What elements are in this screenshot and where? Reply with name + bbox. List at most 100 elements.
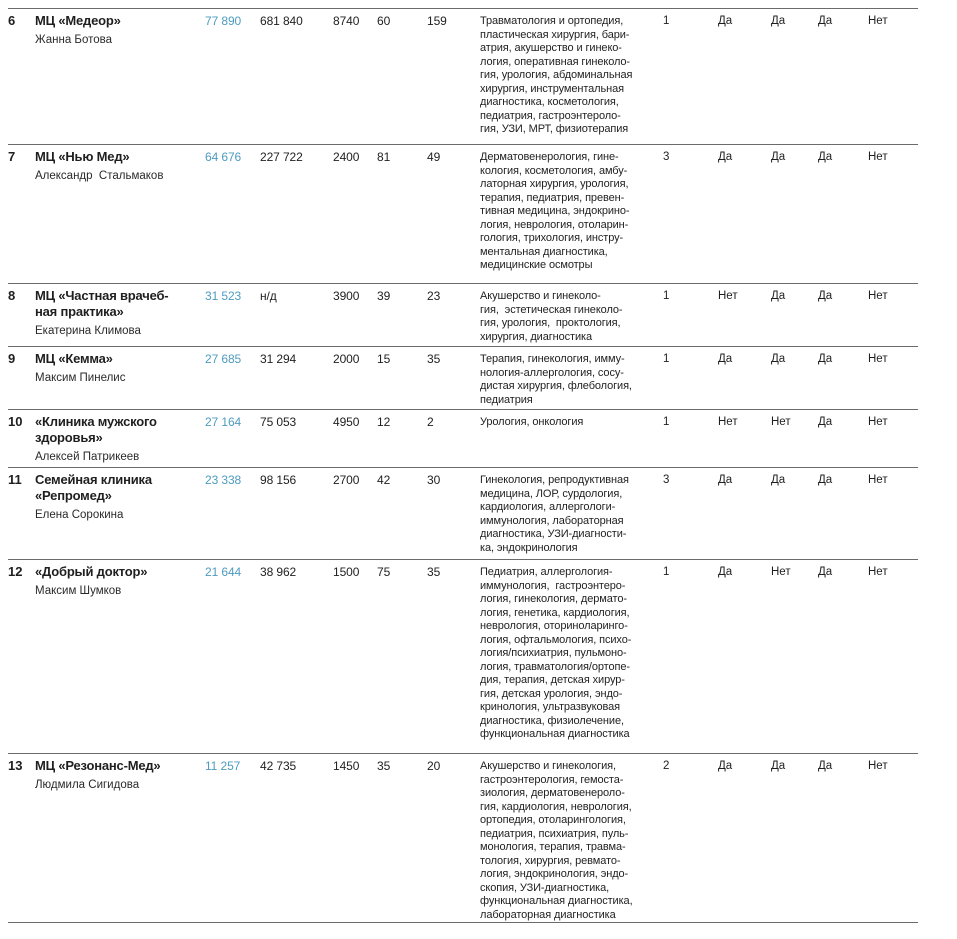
clinic-name: МЦ «Кемма» <box>35 351 113 366</box>
clinic-name: «Добрый доктор» <box>35 564 148 579</box>
metric4-value: 35 <box>377 759 391 773</box>
metric3-value: 2000 <box>333 352 360 366</box>
flag-cell: Да <box>771 151 786 163</box>
table-row: 10 «Клиника мужского здоровья» Алексей П… <box>8 410 918 468</box>
director-name: Людмила Сигидова <box>35 779 140 791</box>
clinic-cell: Семейная клиника «Репромед» Елена Сороки… <box>35 472 205 523</box>
metric4-value: 12 <box>377 415 391 429</box>
rank-cell: 7 <box>8 149 16 164</box>
metric2-value: н/д <box>260 289 277 303</box>
flag-cell: Нет <box>868 151 888 163</box>
branches-value: 1 <box>663 15 670 27</box>
flag-cell: Да <box>818 151 833 163</box>
flag-cell: Да <box>718 566 733 578</box>
clinic-cell: МЦ «Частная врачеб- ная практика» Екатер… <box>35 288 205 339</box>
metric3-value: 8740 <box>333 14 360 28</box>
flag-cell: Нет <box>868 566 888 578</box>
clinic-name: МЦ «Нью Мед» <box>35 149 130 164</box>
rank-cell: 10 <box>8 414 23 429</box>
flag-cell: Да <box>818 353 833 365</box>
flag-cell: Да <box>771 290 786 302</box>
metric4-value: 60 <box>377 14 391 28</box>
flag-cell: Нет <box>868 15 888 27</box>
score-value: 31 523 <box>205 289 242 303</box>
metric5-value: 20 <box>427 759 441 773</box>
flag-cell: Да <box>818 760 833 772</box>
clinic-cell: «Добрый доктор» Максим Шумков <box>35 564 205 599</box>
metric5-value: 30 <box>427 473 441 487</box>
flag-cell: Да <box>818 15 833 27</box>
flag-cell: Нет <box>868 353 888 365</box>
metric4-value: 15 <box>377 352 391 366</box>
table-row: 6 МЦ «Медеор» Жанна Ботова 77 890 681 84… <box>8 9 918 145</box>
flag-cell: Да <box>771 474 786 486</box>
table-row: 9 МЦ «Кемма» Максим Пинелис 27 685 31 29… <box>8 347 918 410</box>
score-value: 23 338 <box>205 473 242 487</box>
metric4-value: 39 <box>377 289 391 303</box>
branches-value: 2 <box>663 760 670 772</box>
metric4-value: 42 <box>377 473 391 487</box>
flag-cell: Нет <box>868 760 888 772</box>
score-value: 27 685 <box>205 352 242 366</box>
flag-cell: Нет <box>868 416 888 428</box>
metric2-value: 227 722 <box>260 150 303 164</box>
score-value: 64 676 <box>205 150 242 164</box>
flag-cell: Да <box>771 760 786 772</box>
table-row: 13 МЦ «Резонанс-Мед» Людмила Сигидова 11… <box>8 754 918 923</box>
metric2-value: 31 294 <box>260 352 297 366</box>
flag-cell: Нет <box>868 474 888 486</box>
flag-cell: Да <box>818 416 833 428</box>
specialties-cell: Акушерство и гинекология, гастроэнтероло… <box>480 760 633 921</box>
director-name: Максим Пинелис <box>35 372 126 384</box>
flag-cell: Да <box>718 474 733 486</box>
metric2-value: 98 156 <box>260 473 297 487</box>
specialties-cell: Гинекология, репродуктивная медицина, ЛО… <box>480 474 629 554</box>
ranking-table: 6 МЦ «Медеор» Жанна Ботова 77 890 681 84… <box>8 8 918 923</box>
specialties-cell: Акушерство и гинеколо- гия, эстетическая… <box>480 290 623 343</box>
rank-cell: 8 <box>8 288 16 303</box>
rank-cell: 12 <box>8 564 23 579</box>
flag-cell: Да <box>818 566 833 578</box>
metric2-value: 681 840 <box>260 14 303 28</box>
director-name: Алексей Патрикеев <box>35 451 140 463</box>
director-name: Екатерина Климова <box>35 325 141 337</box>
metric3-value: 2400 <box>333 150 360 164</box>
clinic-name: МЦ «Частная врачеб- ная практика» <box>35 288 169 319</box>
rank-cell: 9 <box>8 351 16 366</box>
rank-cell: 13 <box>8 758 23 773</box>
clinic-cell: МЦ «Кемма» Максим Пинелис <box>35 351 205 386</box>
director-name: Жанна Ботова <box>35 34 113 46</box>
clinic-name: «Клиника мужского здоровья» <box>35 414 157 445</box>
metric5-value: 2 <box>427 415 434 429</box>
flag-cell: Нет <box>718 290 738 302</box>
specialties-cell: Урология, онкология <box>480 416 584 428</box>
score-value: 11 257 <box>205 759 241 773</box>
metric2-value: 75 053 <box>260 415 297 429</box>
clinic-cell: «Клиника мужского здоровья» Алексей Патр… <box>35 414 205 465</box>
rank-cell: 6 <box>8 13 16 28</box>
branches-value: 1 <box>663 416 670 428</box>
flag-cell: Нет <box>771 416 791 428</box>
metric5-value: 49 <box>427 150 441 164</box>
clinic-name: МЦ «Резонанс-Мед» <box>35 758 161 773</box>
metric5-value: 35 <box>427 352 441 366</box>
score-value: 27 164 <box>205 415 242 429</box>
branches-value: 1 <box>663 290 670 302</box>
metric2-value: 38 962 <box>260 565 297 579</box>
clinic-cell: МЦ «Резонанс-Мед» Людмила Сигидова <box>35 758 205 793</box>
score-value: 21 644 <box>205 565 242 579</box>
table-row: 12 «Добрый доктор» Максим Шумков 21 644 … <box>8 560 918 754</box>
branches-value: 1 <box>663 566 670 578</box>
metric3-value: 2700 <box>333 473 360 487</box>
director-name: Елена Сорокина <box>35 509 124 521</box>
clinic-name: Семейная клиника «Репромед» <box>35 472 152 503</box>
metric4-value: 81 <box>377 150 391 164</box>
flag-cell: Да <box>718 353 733 365</box>
rank-cell: 11 <box>8 472 22 487</box>
metric3-value: 1450 <box>333 759 360 773</box>
branches-value: 3 <box>663 474 670 486</box>
branches-value: 3 <box>663 151 670 163</box>
clinic-cell: МЦ «Медеор» Жанна Ботова <box>35 13 205 48</box>
branches-value: 1 <box>663 353 670 365</box>
metric2-value: 42 735 <box>260 759 297 773</box>
